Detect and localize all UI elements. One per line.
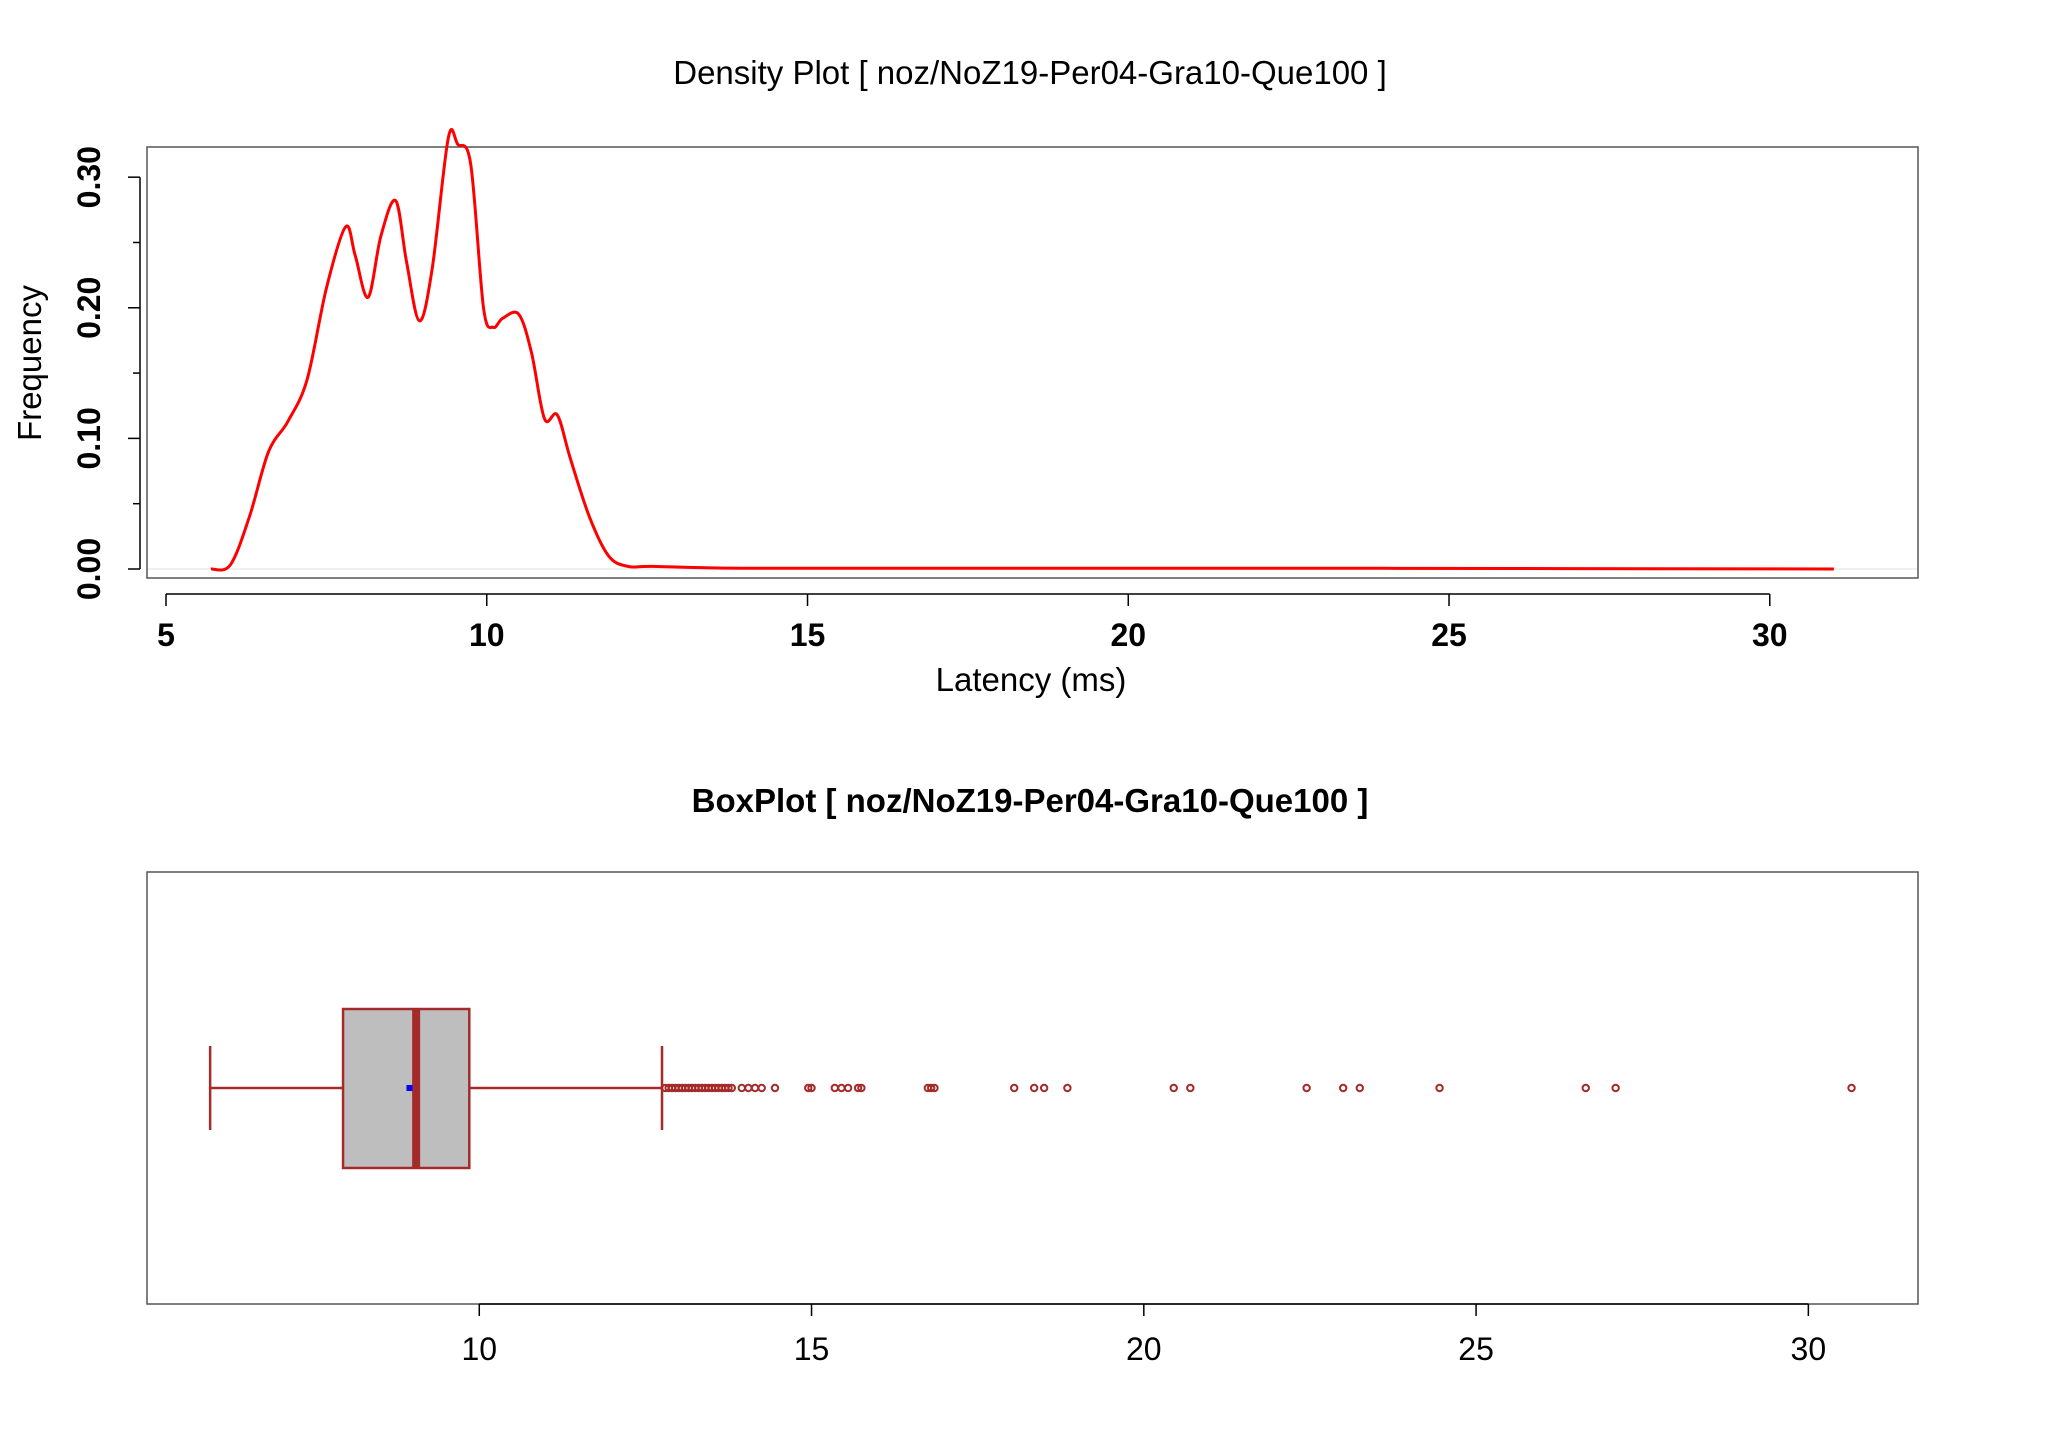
boxplot-box xyxy=(208,1007,664,1170)
boxplot-outlier-point xyxy=(1029,1083,1039,1093)
boxplot-outlier-point xyxy=(750,1083,760,1093)
boxplot-outlier-point xyxy=(1581,1083,1590,1093)
density-y-tick-label: 0.00 xyxy=(71,538,107,600)
boxplot-outlier-point xyxy=(744,1083,753,1093)
density-x-axis-label: Latency (ms) xyxy=(936,661,1127,698)
boxplot-outlier-point xyxy=(930,1083,939,1093)
boxplot-outlier-point xyxy=(1302,1083,1311,1093)
boxplot-outlier-point xyxy=(830,1083,839,1093)
boxplot-mean-marker xyxy=(406,1085,413,1091)
boxplot-outlier-point xyxy=(1435,1083,1444,1093)
density-x-tick-label: 10 xyxy=(469,617,505,653)
boxplot-outlier-point xyxy=(1611,1083,1620,1093)
boxplot-outlier-point xyxy=(757,1083,766,1093)
boxplot-outlier-point xyxy=(857,1083,866,1093)
boxplot-x-tick-label: 20 xyxy=(1126,1331,1162,1367)
boxplot-outliers xyxy=(661,1083,1856,1093)
boxplot-outlier-point xyxy=(926,1083,936,1093)
density-y-axis-label: Frequency xyxy=(11,285,48,441)
boxplot-outlier-point xyxy=(770,1083,780,1093)
boxplot-outlier-point xyxy=(1063,1083,1072,1093)
boxplot-outlier-point xyxy=(1847,1083,1856,1093)
boxplot-x-tick-label: 10 xyxy=(461,1331,497,1367)
boxplot-outlier-point xyxy=(727,1083,736,1093)
boxplot-title: BoxPlot [ noz/NoZ19-Per04-Gra10-Que100 ] xyxy=(692,782,1369,819)
boxplot-outlier-point xyxy=(1010,1083,1019,1093)
boxplot-outlier-point xyxy=(837,1083,846,1093)
boxplot-outlier-point xyxy=(737,1083,746,1093)
density-plot-title: Density Plot [ noz/NoZ19-Per04-Gra10-Que… xyxy=(673,54,1387,91)
density-x-axis: 5 10 15 20 25 30 xyxy=(157,593,1788,653)
boxplot-x-tick-label: 30 xyxy=(1791,1331,1827,1367)
density-y-tick-label: 0.10 xyxy=(71,407,107,469)
boxplot-outlier-point xyxy=(853,1083,863,1093)
density-x-tick-label: 5 xyxy=(157,617,175,653)
density-y-tick-label: 0.20 xyxy=(71,277,107,339)
density-plot-frame xyxy=(146,146,1919,579)
density-curve xyxy=(210,128,1834,572)
density-y-axis: 0.00 0.10 0.20 0.30 xyxy=(71,146,141,600)
boxplot-outlier-point xyxy=(1186,1083,1195,1093)
boxplot-outlier-point xyxy=(843,1083,853,1093)
boxplot-x-tick-label: 25 xyxy=(1458,1331,1494,1367)
boxplot-outlier-point xyxy=(1169,1083,1178,1093)
boxplot-outlier-point xyxy=(807,1083,816,1093)
density-x-tick-label: 15 xyxy=(790,617,826,653)
boxplot-x-tick-label: 15 xyxy=(794,1331,830,1367)
boxplot-outlier-point xyxy=(1338,1083,1348,1093)
boxplot-x-axis: 10 15 20 25 30 xyxy=(461,1303,1827,1367)
boxplot-iqr-box xyxy=(341,1007,471,1170)
boxplot-outlier-point xyxy=(1355,1083,1364,1093)
density-y-tick-label: 0.30 xyxy=(71,146,107,208)
boxplot-outlier-point xyxy=(1039,1083,1049,1093)
density-x-tick-label: 30 xyxy=(1752,617,1788,653)
density-x-tick-label: 20 xyxy=(1110,617,1146,653)
boxplot-outlier-point xyxy=(804,1083,813,1093)
density-x-tick-label: 25 xyxy=(1431,617,1467,653)
boxplot-outlier-point xyxy=(724,1083,733,1093)
